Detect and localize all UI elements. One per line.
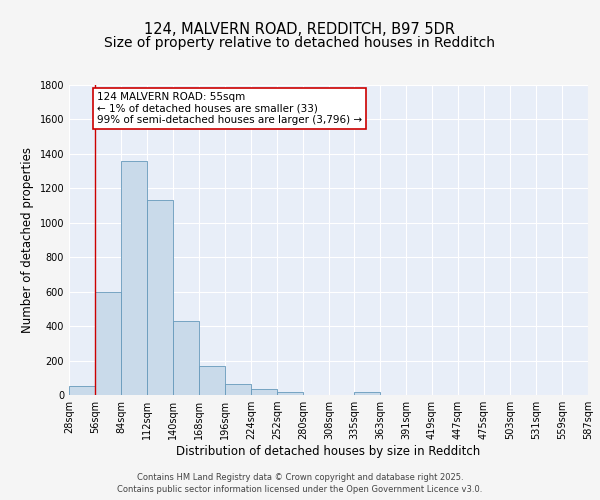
- Text: 124 MALVERN ROAD: 55sqm
← 1% of detached houses are smaller (33)
99% of semi-det: 124 MALVERN ROAD: 55sqm ← 1% of detached…: [97, 92, 362, 125]
- Text: 124, MALVERN ROAD, REDDITCH, B97 5DR: 124, MALVERN ROAD, REDDITCH, B97 5DR: [145, 22, 455, 38]
- Bar: [277, 392, 303, 395]
- Bar: [69, 386, 95, 395]
- Bar: [173, 321, 199, 395]
- Y-axis label: Number of detached properties: Number of detached properties: [21, 147, 34, 333]
- Bar: [354, 392, 380, 395]
- Text: Size of property relative to detached houses in Redditch: Size of property relative to detached ho…: [104, 36, 496, 51]
- Bar: [251, 389, 277, 395]
- Text: Contains HM Land Registry data © Crown copyright and database right 2025.
Contai: Contains HM Land Registry data © Crown c…: [118, 472, 482, 494]
- Bar: [95, 292, 121, 395]
- X-axis label: Distribution of detached houses by size in Redditch: Distribution of detached houses by size …: [176, 445, 481, 458]
- Bar: [121, 161, 147, 395]
- Bar: [199, 366, 225, 395]
- Bar: [147, 200, 173, 395]
- Bar: [225, 384, 251, 395]
